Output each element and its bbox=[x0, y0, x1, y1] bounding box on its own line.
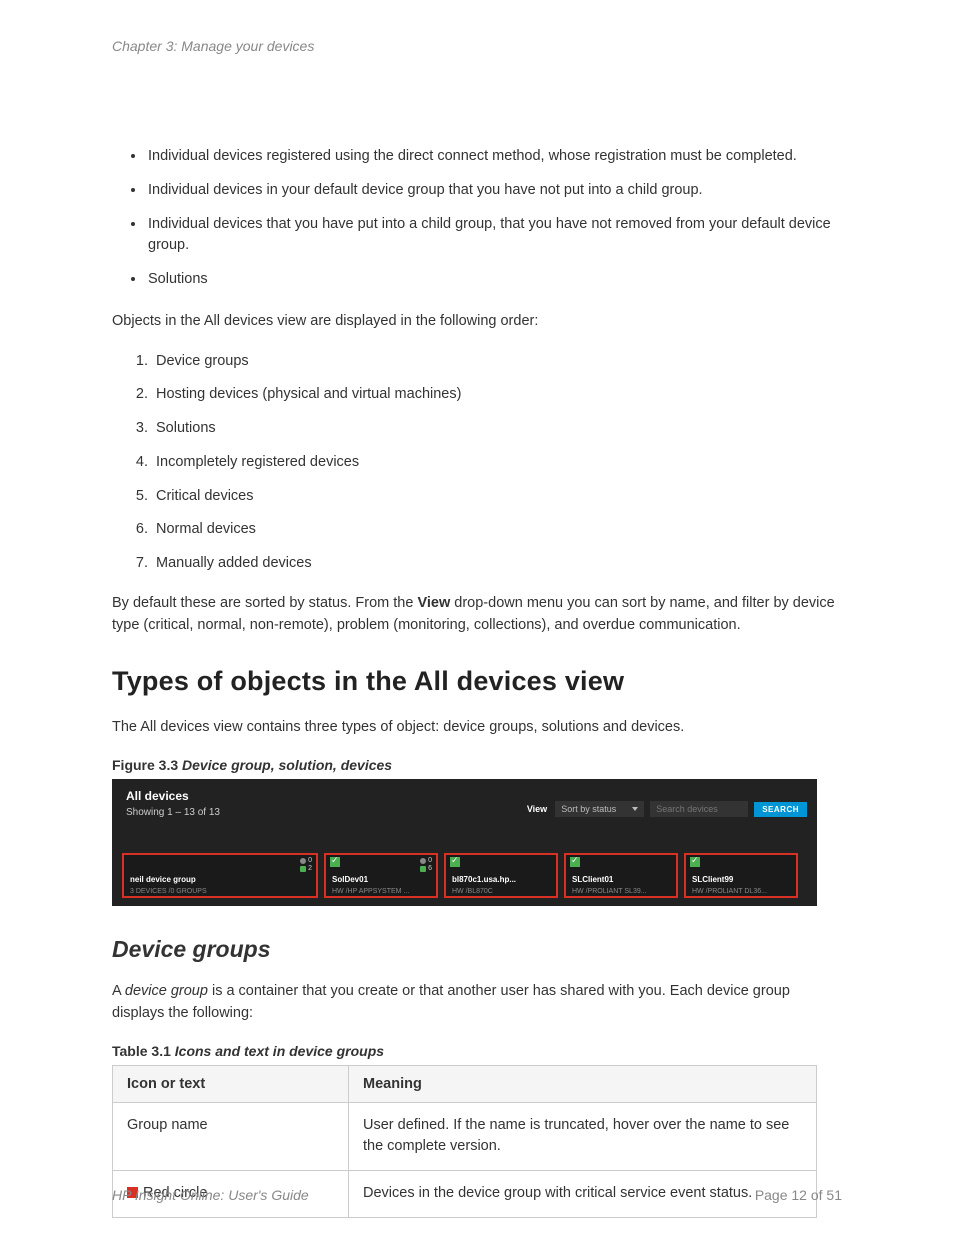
card-stats: 0 6 bbox=[420, 857, 432, 873]
search-button[interactable]: SEARCH bbox=[754, 802, 807, 817]
card-sub: HW /HP APPSYSTEM ... bbox=[332, 888, 409, 895]
order-item: Solutions bbox=[152, 418, 842, 440]
order-item: Critical devices bbox=[152, 486, 842, 508]
view-label: View bbox=[527, 804, 547, 814]
card-name: SLClient01 bbox=[572, 875, 613, 884]
bullet-item: Individual devices in your default devic… bbox=[146, 180, 842, 202]
dg-post: is a container that you create or that a… bbox=[112, 983, 790, 1021]
sort-paragraph: By default these are sorted by status. F… bbox=[112, 593, 842, 637]
footer-doc-title: HP Insight Online: User's Guide bbox=[112, 1187, 309, 1203]
device-card[interactable]: SLClient99 HW /PROLIANT DL36... bbox=[684, 853, 798, 898]
stat-value: 2 bbox=[308, 865, 312, 872]
device-card[interactable]: SLClient01 HW /PROLIANT SL39... bbox=[564, 853, 678, 898]
check-icon bbox=[330, 857, 340, 867]
figure-label: Figure 3.3 bbox=[112, 757, 182, 773]
table-caption: Table 3.1 Icons and text in device group… bbox=[112, 1043, 842, 1059]
order-item: Normal devices bbox=[152, 519, 842, 541]
device-group-paragraph: A device group is a container that you c… bbox=[112, 981, 842, 1025]
figure-title: Device group, solution, devices bbox=[182, 757, 392, 773]
sort-para-pre: By default these are sorted by status. F… bbox=[112, 595, 417, 611]
chapter-header: Chapter 3: Manage your devices bbox=[112, 38, 842, 54]
footer-page-number: Page 12 of 51 bbox=[755, 1187, 842, 1203]
bullet-item: Individual devices that you have put int… bbox=[146, 214, 842, 258]
search-input[interactable] bbox=[650, 801, 748, 817]
order-intro: Objects in the All devices view are disp… bbox=[112, 311, 842, 333]
heading-device-groups: Device groups bbox=[112, 936, 842, 963]
check-icon bbox=[570, 857, 580, 867]
table-header-icon: Icon or text bbox=[113, 1065, 349, 1102]
order-item: Hosting devices (physical and virtual ma… bbox=[152, 384, 842, 406]
card-name: SolDev01 bbox=[332, 875, 368, 884]
stat-value: 0 bbox=[308, 857, 312, 864]
order-item: Incompletely registered devices bbox=[152, 452, 842, 474]
card-name: SLClient99 bbox=[692, 875, 733, 884]
bullet-item: Solutions bbox=[146, 269, 842, 291]
status-dot-icon bbox=[300, 866, 306, 872]
page-footer: HP Insight Online: User's Guide Page 12 … bbox=[112, 1187, 842, 1203]
figure-caption: Figure 3.3 Device group, solution, devic… bbox=[112, 757, 842, 773]
card-name: neil device group bbox=[130, 875, 196, 884]
order-list: Device groups Hosting devices (physical … bbox=[112, 351, 842, 575]
intro-bullets: Individual devices registered using the … bbox=[112, 146, 842, 291]
dg-em: device group bbox=[125, 983, 208, 999]
status-dot-icon bbox=[300, 858, 306, 864]
card-name: bl870c1.usa.hp... bbox=[452, 875, 516, 884]
check-icon bbox=[450, 857, 460, 867]
screenshot-controls: View Sort by status SEARCH bbox=[527, 801, 807, 817]
card-sub: HW /PROLIANT SL39... bbox=[572, 888, 647, 895]
table-title: Icons and text in device groups bbox=[175, 1043, 384, 1059]
card-sub: HW /PROLIANT DL36... bbox=[692, 888, 767, 895]
device-cards-row: 0 2 neil device group 3 DEVICES /0 GROUP… bbox=[122, 853, 807, 898]
dg-pre: A bbox=[112, 983, 125, 999]
table-header-meaning: Meaning bbox=[349, 1065, 817, 1102]
card-stats: 0 2 bbox=[300, 857, 312, 873]
view-bold: View bbox=[417, 595, 450, 611]
solution-card[interactable]: 0 6 SolDev01 HW /HP APPSYSTEM ... bbox=[324, 853, 438, 898]
status-dot-icon bbox=[420, 866, 426, 872]
device-card[interactable]: bl870c1.usa.hp... HW /BL870C bbox=[444, 853, 558, 898]
order-item: Manually added devices bbox=[152, 553, 842, 575]
sort-dropdown[interactable]: Sort by status bbox=[555, 801, 644, 817]
card-sub: 3 DEVICES /0 GROUPS bbox=[130, 888, 207, 895]
cell-icon-text: Group name bbox=[113, 1102, 349, 1171]
table-label: Table 3.1 bbox=[112, 1043, 175, 1059]
card-sub: HW /BL870C bbox=[452, 888, 493, 895]
types-paragraph: The All devices view contains three type… bbox=[112, 717, 842, 739]
device-group-card[interactable]: 0 2 neil device group 3 DEVICES /0 GROUP… bbox=[122, 853, 318, 898]
stat-value: 6 bbox=[428, 865, 432, 872]
cell-meaning: User defined. If the name is truncated, … bbox=[349, 1102, 817, 1171]
table-row: Group name User defined. If the name is … bbox=[113, 1102, 817, 1171]
all-devices-screenshot: All devices Showing 1 – 13 of 13 View So… bbox=[112, 779, 817, 906]
bullet-item: Individual devices registered using the … bbox=[146, 146, 842, 168]
check-icon bbox=[690, 857, 700, 867]
stat-value: 0 bbox=[428, 857, 432, 864]
status-dot-icon bbox=[420, 858, 426, 864]
heading-types: Types of objects in the All devices view bbox=[112, 666, 842, 697]
order-item: Device groups bbox=[152, 351, 842, 373]
